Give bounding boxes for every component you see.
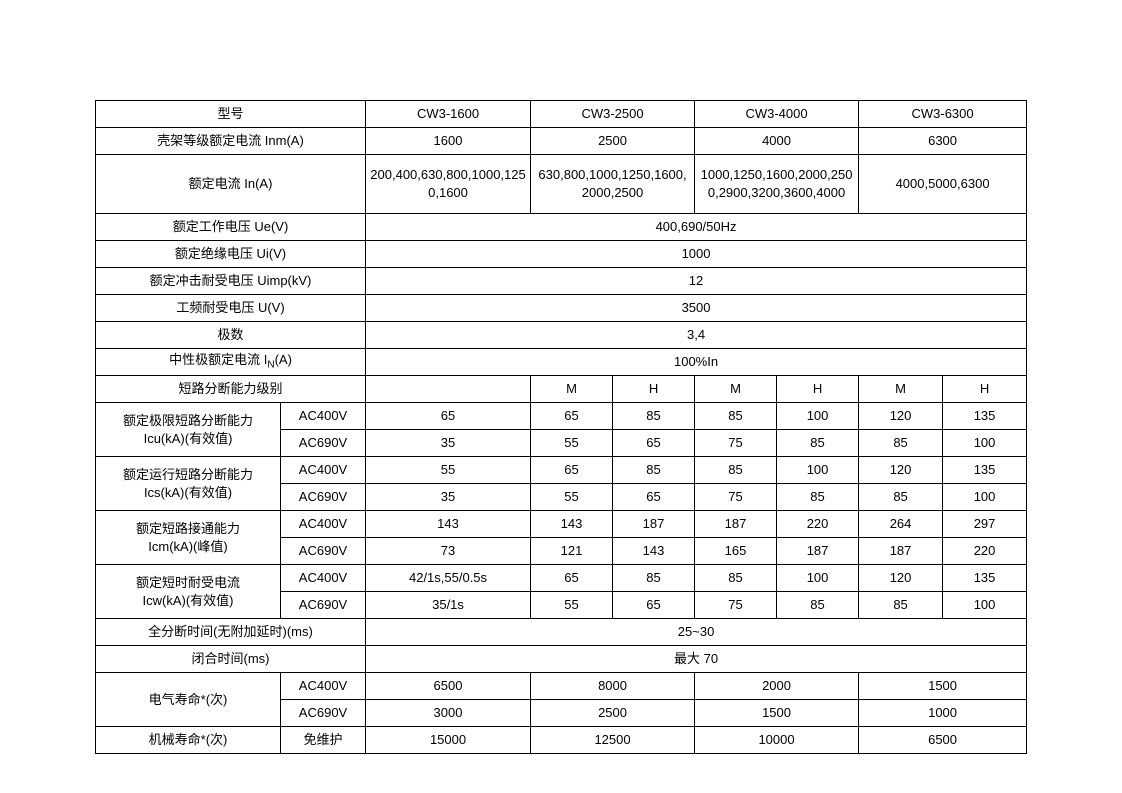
row-imp-voltage: 额定冲击耐受电压 Uimp(kV) 12 bbox=[96, 268, 1027, 295]
label-frame-rated-current: 壳架等级额定电流 Inm(A) bbox=[96, 128, 366, 155]
row-break-class: 短路分断能力级别 M H M H M H bbox=[96, 376, 1027, 403]
label-mech-life: 机械寿命*(次) bbox=[96, 727, 281, 754]
row-ins-voltage: 额定绝缘电压 Ui(V) 1000 bbox=[96, 241, 1027, 268]
label-icm: 额定短路接通能力 Icm(kA)(峰值) bbox=[96, 511, 281, 565]
row-icu-400: 额定极限短路分断能力 Icu(kA)(有效值) AC400V 65 65 85 … bbox=[96, 403, 1027, 430]
spec-table: 型号 CW3-1600 CW3-2500 CW3-4000 CW3-6300 壳… bbox=[95, 100, 1027, 754]
row-elec-life-400: 电气寿命*(次) AC400V 6500 8000 2000 1500 bbox=[96, 673, 1027, 700]
row-poles: 极数 3,4 bbox=[96, 322, 1027, 349]
header-model: 型号 bbox=[96, 101, 366, 128]
header-row: 型号 CW3-1600 CW3-2500 CW3-4000 CW3-6300 bbox=[96, 101, 1027, 128]
label-icw: 额定短时耐受电流 Icw(kA)(有效值) bbox=[96, 565, 281, 619]
row-mech-life: 机械寿命*(次) 免维护 15000 12500 10000 6500 bbox=[96, 727, 1027, 754]
row-rated-current: 额定电流 In(A) 200,400,630,800,1000,1250,160… bbox=[96, 155, 1027, 214]
row-neutral: 中性极额定电流 IN(A) 100%In bbox=[96, 349, 1027, 376]
header-col4: CW3-6300 bbox=[859, 101, 1027, 128]
row-pf-voltage: 工频耐受电压 U(V) 3500 bbox=[96, 295, 1027, 322]
label-ics: 额定运行短路分断能力 Ics(kA)(有效值) bbox=[96, 457, 281, 511]
row-break-time: 全分断时间(无附加延时)(ms) 25~30 bbox=[96, 619, 1027, 646]
label-icu: 额定极限短路分断能力 Icu(kA)(有效值) bbox=[96, 403, 281, 457]
row-ics-400: 额定运行短路分断能力 Ics(kA)(有效值) AC400V 55 65 85 … bbox=[96, 457, 1027, 484]
row-op-voltage: 额定工作电压 Ue(V) 400,690/50Hz bbox=[96, 214, 1027, 241]
header-col3: CW3-4000 bbox=[695, 101, 859, 128]
header-col1: CW3-1600 bbox=[366, 101, 531, 128]
label-neutral: 中性极额定电流 IN(A) bbox=[96, 349, 366, 376]
label-rated-current: 额定电流 In(A) bbox=[96, 155, 366, 214]
row-close-time: 闭合时间(ms) 最大 70 bbox=[96, 646, 1027, 673]
label-elec-life: 电气寿命*(次) bbox=[96, 673, 281, 727]
row-frame-rated-current: 壳架等级额定电流 Inm(A) 1600 2500 4000 6300 bbox=[96, 128, 1027, 155]
header-col2: CW3-2500 bbox=[531, 101, 695, 128]
row-icw-400: 额定短时耐受电流 Icw(kA)(有效值) AC400V 42/1s,55/0.… bbox=[96, 565, 1027, 592]
row-icm-400: 额定短路接通能力 Icm(kA)(峰值) AC400V 143 143 187 … bbox=[96, 511, 1027, 538]
